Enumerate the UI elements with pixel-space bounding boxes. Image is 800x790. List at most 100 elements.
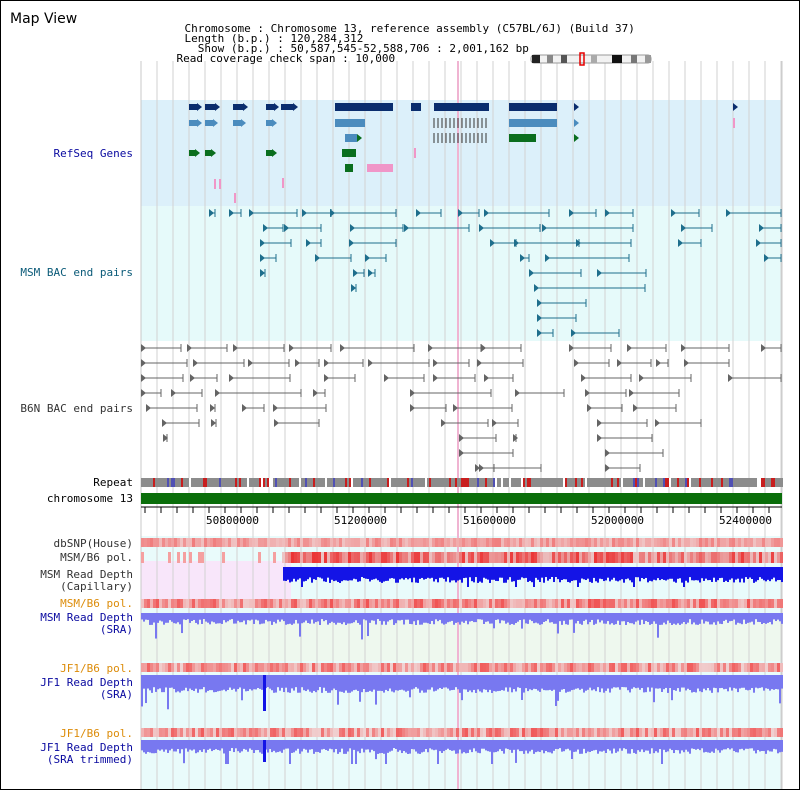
- jf1-trim-depth-bar: [755, 740, 757, 754]
- jf1-pol-2-strip: [480, 728, 483, 737]
- msm-capillary-depth-bar: [469, 567, 471, 578]
- jf1-trim-depth-bar: [469, 740, 471, 750]
- dbsnp-strip: [447, 538, 450, 547]
- chromosome-bar: [141, 493, 782, 504]
- msm-capillary-depth-bar: [741, 567, 743, 579]
- msm-sra-depth-bar: [287, 613, 289, 625]
- jf1-pol-1-strip: [513, 663, 516, 672]
- dbsnp-strip: [246, 538, 249, 547]
- jf1-trim-depth-bar: [319, 740, 321, 753]
- jf1-pol-1-strip: [720, 663, 723, 672]
- jf1-pol-2-strip: [621, 728, 624, 737]
- bac-end-marker: [576, 239, 581, 247]
- msm-sra-depth-bar: [541, 613, 543, 625]
- msm-capillary-depth-bar: [717, 567, 719, 581]
- repeat-element: [695, 478, 697, 487]
- msm-capillary-depth-bar: [339, 567, 341, 583]
- msm-capillary-depth-bar: [359, 567, 361, 582]
- repeat-element: [385, 478, 387, 487]
- jf1-trim-depth-bar: [519, 740, 521, 752]
- dbsnp-strip: [177, 538, 180, 547]
- track-label-msm-read-depth-cap[interactable]: MSM Read Depth (Capillary): [40, 568, 133, 593]
- track-label-jf1-b6-pol-1[interactable]: JF1/B6 pol.: [60, 662, 133, 675]
- jf1-trim-depth-bar: [463, 740, 465, 753]
- jf1-sra-depth-bar: [391, 675, 393, 692]
- msm-pol-strip: [258, 552, 261, 563]
- repeat-element: [569, 478, 571, 487]
- msm-capillary-depth-bar: [657, 567, 659, 579]
- msm-sra-depth-bar: [243, 613, 245, 621]
- msm-pol-strip: [738, 552, 741, 563]
- msm-capillary-depth-bar: [745, 567, 747, 578]
- dbsnp-strip: [525, 538, 528, 547]
- msm-capillary-depth-bar: [685, 567, 687, 581]
- msm-pol-2-strip: [213, 599, 216, 608]
- msm-pol-strip: [564, 552, 567, 563]
- jf1-pol-1-strip: [606, 663, 609, 672]
- msm-sra-depth-bar: [409, 613, 411, 624]
- msm-capillary-depth-bar: [611, 567, 613, 580]
- track-label-refseq[interactable]: RefSeq Genes: [53, 147, 133, 160]
- jf1-trim-depth-bar: [731, 740, 733, 749]
- jf1-trim-depth-bar: [409, 740, 411, 754]
- msm-capillary-depth-bar: [445, 567, 447, 582]
- dbsnp-strip: [438, 538, 441, 547]
- msm-pol-2-strip: [621, 599, 624, 608]
- track-label-msm-bac[interactable]: MSM BAC end pairs: [20, 266, 133, 279]
- jf1-sra-depth-bar: [321, 675, 323, 693]
- jf1-pol-2-strip: [693, 728, 696, 737]
- msm-pol-strip: [663, 552, 666, 563]
- gene-arrow: [213, 119, 218, 127]
- track-label-msm-b6-pol-2[interactable]: MSM/B6 pol.: [60, 597, 133, 610]
- jf1-pol-2-strip: [153, 728, 156, 737]
- track-label-dbsnp[interactable]: dbSNP(House): [53, 537, 133, 550]
- repeat-element: [697, 478, 699, 487]
- msm-sra-depth-bar: [309, 613, 311, 624]
- repeat-element: [643, 478, 645, 487]
- msm-sra-depth-bar: [579, 613, 581, 624]
- jf1-trim-depth-bar: [679, 740, 681, 754]
- jf1-sra-depth-bar: [399, 675, 401, 690]
- jf1-trim-depth-bar: [607, 740, 609, 750]
- msm-sra-depth-bar: [607, 613, 609, 622]
- jf1-sra-depth-bar: [201, 675, 203, 690]
- msm-pol-2-strip: [147, 599, 150, 608]
- track-label-jf1-b6-pol-2[interactable]: JF1/B6 pol.: [60, 727, 133, 740]
- repeat-element: [439, 478, 441, 487]
- msm-capillary-depth-bar: [457, 567, 459, 581]
- jf1-pol-2-strip: [381, 728, 384, 737]
- msm-capillary-depth-bar: [661, 567, 663, 580]
- msm-pol-strip: [480, 552, 483, 563]
- msm-sra-depth-bar: [341, 613, 343, 625]
- track-label-jf1-read-depth-trim[interactable]: JF1 Read Depth (SRA trimmed): [40, 741, 133, 766]
- track-label-jf1-read-depth-sra[interactable]: JF1 Read Depth (SRA): [40, 676, 133, 701]
- jf1-trim-depth-bar: [563, 740, 565, 752]
- jf1-trim-depth-bar: [531, 740, 533, 750]
- jf1-pol-2-strip: [141, 728, 144, 737]
- dbsnp-strip: [516, 538, 519, 547]
- dbsnp-strip: [381, 538, 384, 547]
- track-label-b6n-bac[interactable]: B6N BAC end pairs: [20, 402, 133, 415]
- repeat-element: [151, 478, 153, 487]
- msm-pol-strip: [600, 552, 603, 563]
- msm-capillary-depth-bar: [291, 567, 293, 582]
- jf1-trim-depth-bar: [199, 740, 201, 751]
- jf1-trim-depth-bar: [627, 740, 629, 754]
- jf1-pol-2-strip: [771, 728, 774, 737]
- dbsnp-strip: [408, 538, 411, 547]
- dbsnp-strip: [615, 538, 618, 547]
- dbsnp-strip: [162, 538, 165, 547]
- jf1-pol-1-strip: [762, 663, 765, 672]
- jf1-pol-2-strip: [624, 728, 627, 737]
- msm-pol-2-strip: [741, 599, 744, 608]
- repeat-element: [603, 478, 605, 487]
- jf1-pol-2-strip: [282, 728, 285, 737]
- track-label-msm-b6-pol-1[interactable]: MSM/B6 pol.: [60, 551, 133, 564]
- jf1-pol-2-strip: [741, 728, 744, 737]
- jf1-sra-depth-bar: [173, 675, 175, 689]
- jf1-pol-1-strip: [288, 663, 291, 672]
- track-label-msm-read-depth-sra[interactable]: MSM Read Depth (SRA): [40, 611, 133, 636]
- repeat-element: [607, 478, 609, 487]
- jf1-sra-depth-bar: [397, 675, 399, 691]
